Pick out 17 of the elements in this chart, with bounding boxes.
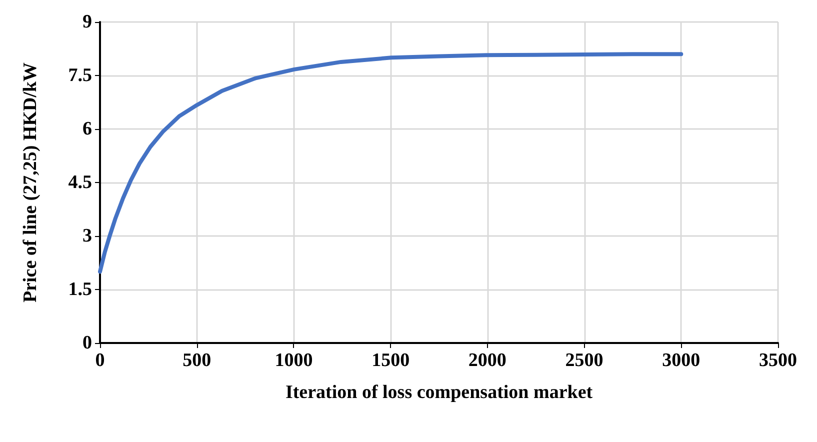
y-tick-label: 4.5 xyxy=(68,172,92,193)
y-tick-label: 0 xyxy=(82,332,92,354)
x-tick-label: 3500 xyxy=(759,350,797,371)
y-tick-label: 9 xyxy=(82,12,92,32)
y-tick-label: 3 xyxy=(82,226,92,246)
x-tick-label: 2000 xyxy=(468,350,506,371)
y-tick-label: 7.5 xyxy=(68,65,92,86)
x-tick-label: 500 xyxy=(182,350,212,371)
x-tick-label: 1000 xyxy=(274,350,313,371)
x-tick-label: 2500 xyxy=(565,350,604,371)
y-axis-title: Price of line (27,25) HKD/kW xyxy=(20,62,41,303)
x-axis-title: Iteration of loss compensation market xyxy=(285,382,594,403)
line-series xyxy=(98,52,684,274)
x-tick-label: 3000 xyxy=(662,350,700,371)
y-tick-label: 6 xyxy=(82,118,92,140)
x-tick-label: 1500 xyxy=(372,350,410,371)
y-tick-label: 1.5 xyxy=(68,279,92,300)
